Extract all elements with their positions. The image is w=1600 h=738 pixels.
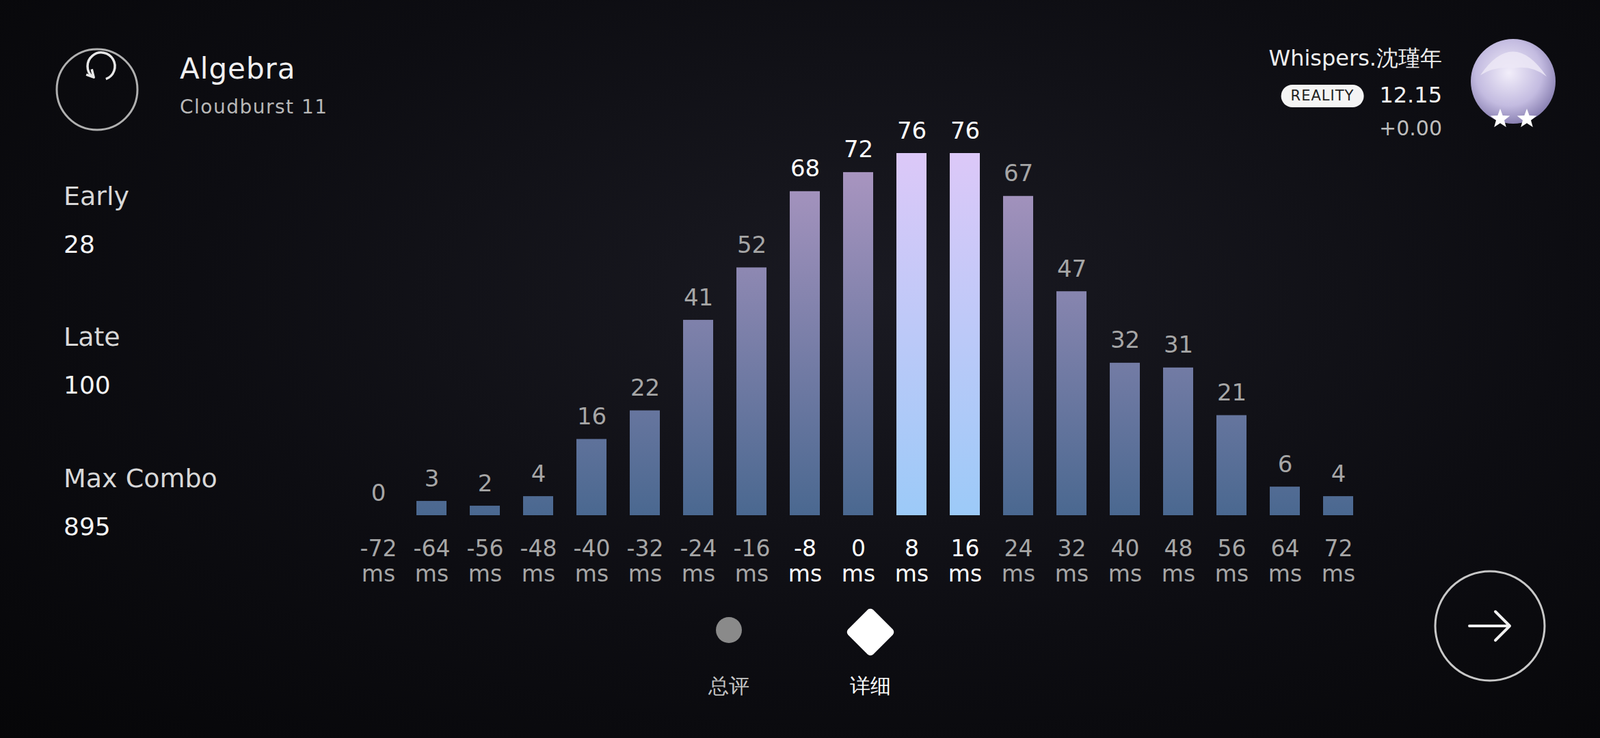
svg-text:4: 4 bbox=[531, 460, 547, 488]
html-text:100: 100 bbox=[63, 371, 111, 400]
svg-text:52: 52 bbox=[737, 231, 767, 259]
svg-text:32ms: 32ms bbox=[1055, 535, 1089, 588]
svg-text:68: 68 bbox=[790, 154, 820, 182]
html-text:Late: Late bbox=[63, 322, 121, 353]
svg-text:56ms: 56ms bbox=[1215, 535, 1249, 588]
html-text:Cloudburst 11: Cloudburst 11 bbox=[179, 95, 328, 119]
svg-text:-8ms: -8ms bbox=[788, 535, 822, 588]
svg-text:16ms: 16ms bbox=[948, 535, 982, 588]
svg-text:-48ms: -48ms bbox=[520, 535, 558, 588]
svg-text:31: 31 bbox=[1163, 330, 1194, 359]
svg-text:0: 0 bbox=[371, 479, 387, 507]
svg-text:67: 67 bbox=[1003, 159, 1034, 187]
svg-text:8ms: 8ms bbox=[895, 535, 929, 588]
svg-text:3: 3 bbox=[424, 464, 440, 493]
svg-text:-72ms: -72ms bbox=[360, 535, 398, 588]
svg-text:16: 16 bbox=[577, 402, 607, 431]
svg-text:-24ms: -24ms bbox=[680, 535, 718, 588]
html-text:REALITY: REALITY bbox=[1290, 87, 1355, 104]
html-text:Algebra: Algebra bbox=[179, 51, 296, 86]
svg-text:40ms: 40ms bbox=[1108, 535, 1142, 588]
html-text:Early: Early bbox=[63, 181, 130, 212]
html-text:28: 28 bbox=[63, 230, 95, 259]
html-text:Whispers.沈瑾年: Whispers.沈瑾年 bbox=[1268, 44, 1443, 71]
svg-text:21: 21 bbox=[1217, 378, 1247, 407]
html-text:总评: 总评 bbox=[708, 674, 750, 699]
svg-text:4: 4 bbox=[1331, 460, 1347, 488]
svg-text:64ms: 64ms bbox=[1268, 535, 1302, 588]
svg-text:47: 47 bbox=[1057, 255, 1087, 283]
svg-text:2: 2 bbox=[477, 469, 493, 498]
svg-text:6: 6 bbox=[1277, 450, 1293, 478]
svg-text:24ms: 24ms bbox=[1001, 535, 1036, 588]
html-text:详细: 详细 bbox=[849, 674, 891, 699]
svg-text:0ms: 0ms bbox=[841, 535, 876, 588]
svg-text:48ms: 48ms bbox=[1161, 535, 1196, 588]
svg-text:41: 41 bbox=[683, 283, 714, 312]
svg-text:72: 72 bbox=[843, 135, 874, 163]
svg-text:32: 32 bbox=[1110, 326, 1140, 354]
svg-text:76: 76 bbox=[950, 116, 980, 145]
svg-text:72ms: 72ms bbox=[1321, 535, 1356, 588]
html-text:12.15: 12.15 bbox=[1379, 81, 1443, 108]
svg-text:76: 76 bbox=[897, 116, 927, 145]
svg-text:22: 22 bbox=[630, 374, 660, 402]
svg-text:-40ms: -40ms bbox=[573, 535, 611, 588]
svg-text:-16ms: -16ms bbox=[733, 535, 771, 588]
svg-text:-56ms: -56ms bbox=[467, 535, 504, 588]
svg-text:-64ms: -64ms bbox=[413, 535, 451, 588]
html-text:+0.00: +0.00 bbox=[1379, 116, 1443, 141]
svg-text:-32ms: -32ms bbox=[627, 535, 664, 588]
html-text:Max Combo: Max Combo bbox=[63, 463, 218, 494]
html-text:895: 895 bbox=[63, 513, 111, 542]
